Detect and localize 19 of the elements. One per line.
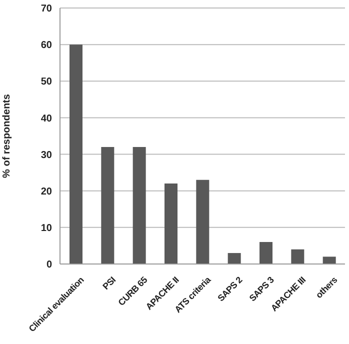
y-tick-label: 60 [40, 40, 52, 52]
bar [132, 146, 146, 264]
y-tick-label: 30 [40, 150, 52, 161]
y-tick-label: 0 [46, 260, 52, 271]
y-tick-label: 70 [40, 4, 52, 15]
y-tick-label: 40 [40, 113, 52, 124]
y-tick-label: 10 [40, 222, 52, 234]
x-tick-label: PSI [100, 274, 118, 292]
bar [322, 256, 336, 264]
y-tick-label: 50 [40, 76, 52, 88]
bar [228, 253, 241, 264]
bar [101, 146, 114, 264]
bar [70, 44, 82, 264]
bar [291, 249, 304, 264]
bar [164, 184, 178, 264]
y-tick-label: 20 [40, 186, 52, 198]
bar [196, 180, 210, 264]
y-axis-title: % of respondents [2, 94, 13, 178]
bar [260, 242, 272, 264]
